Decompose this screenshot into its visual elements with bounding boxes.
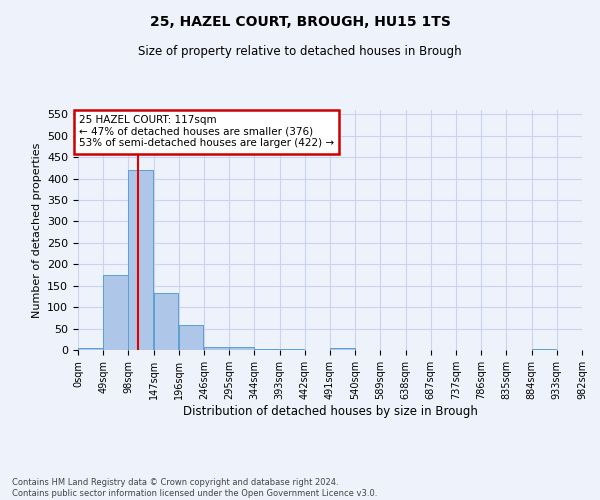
- Bar: [103, 275, 128, 350]
- Bar: [128, 170, 153, 350]
- Text: Contains HM Land Registry data © Crown copyright and database right 2024.
Contai: Contains HM Land Registry data © Crown c…: [12, 478, 377, 498]
- Bar: [204, 346, 229, 350]
- Bar: [254, 348, 279, 350]
- Bar: [280, 348, 304, 350]
- Text: 25 HAZEL COURT: 117sqm
← 47% of detached houses are smaller (376)
53% of semi-de: 25 HAZEL COURT: 117sqm ← 47% of detached…: [79, 115, 334, 148]
- Bar: [78, 348, 103, 350]
- Bar: [330, 348, 355, 350]
- Bar: [154, 294, 178, 350]
- X-axis label: Distribution of detached houses by size in Brough: Distribution of detached houses by size …: [182, 404, 478, 417]
- Text: 25, HAZEL COURT, BROUGH, HU15 1TS: 25, HAZEL COURT, BROUGH, HU15 1TS: [149, 15, 451, 29]
- Y-axis label: Number of detached properties: Number of detached properties: [32, 142, 41, 318]
- Bar: [179, 325, 203, 350]
- Text: Size of property relative to detached houses in Brough: Size of property relative to detached ho…: [138, 45, 462, 58]
- Bar: [532, 348, 556, 350]
- Bar: [229, 346, 254, 350]
